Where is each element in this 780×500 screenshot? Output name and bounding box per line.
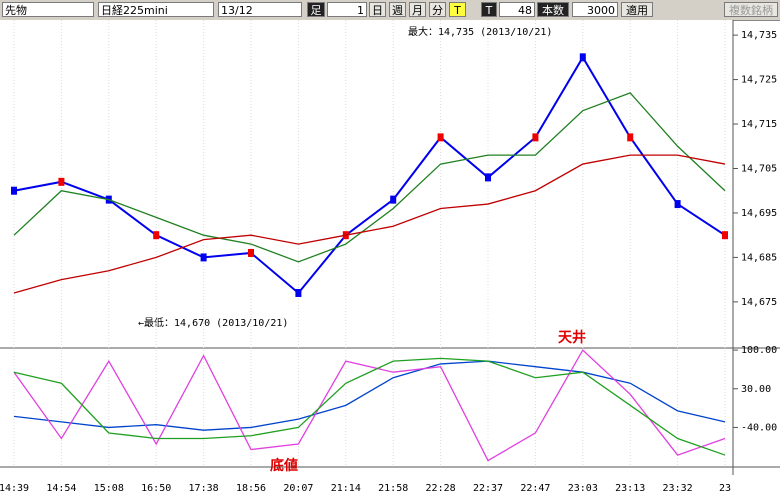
period-button[interactable]: 月 xyxy=(409,2,426,17)
chart: 最大：14,735 (2013/10/21) ←最低：14,670 (2013/… xyxy=(0,20,780,500)
peak-annotation: 天井 xyxy=(558,329,586,346)
x-tick-label: 21:14 xyxy=(331,483,361,494)
period-button[interactable]: 週 xyxy=(389,2,406,17)
period-button[interactable]: 日 xyxy=(369,2,386,17)
count-input[interactable]: 48 xyxy=(499,2,535,17)
span-input[interactable]: 3000 xyxy=(572,2,618,17)
compare-button[interactable]: 複数銘柄 xyxy=(724,2,778,17)
price-mark xyxy=(579,53,586,62)
symbol-select[interactable]: 日経225mini xyxy=(98,2,214,17)
apply-button[interactable]: 適用 xyxy=(621,2,653,17)
x-tick-label: 23:13 xyxy=(615,483,645,494)
x-tick-label: 23:03 xyxy=(568,483,598,494)
price-mark xyxy=(58,177,65,186)
contract-select[interactable]: 13/12 xyxy=(218,2,302,17)
y-tick-label: 14,685 xyxy=(741,252,777,263)
series-line xyxy=(13,55,726,295)
x-tick-label: 16:50 xyxy=(141,483,171,494)
y-tick-label: 30.00 xyxy=(741,384,771,395)
x-tick-label: 21:58 xyxy=(378,483,408,494)
toolbar: 先物 日経225mini 13/12 足 1 日 週 月 分 T T 48 本数… xyxy=(0,0,780,21)
price-mark xyxy=(532,133,539,142)
count-unit: 本数 xyxy=(537,2,569,17)
series-line xyxy=(13,92,726,263)
x-tick-label: 14:39 xyxy=(0,483,29,494)
price-mark xyxy=(11,186,17,195)
price-mark xyxy=(200,253,207,262)
max-annotation: 最大：14,735 (2013/10/21) xyxy=(408,25,552,38)
y-tick-label: 100.00 xyxy=(741,345,777,356)
x-tick-label: 17:38 xyxy=(189,483,219,494)
price-mark xyxy=(485,173,491,182)
x-tick-label: 22:28 xyxy=(426,483,456,494)
x-tick-label: 18:56 xyxy=(236,483,266,494)
price-mark xyxy=(627,133,634,142)
x-tick-label: 20:07 xyxy=(283,483,313,494)
min-annotation: ←最低：14,670 (2013/10/21) xyxy=(138,316,288,329)
price-mark xyxy=(722,231,728,240)
x-tick-label: 22:47 xyxy=(520,483,550,494)
x-tick-label: 15:08 xyxy=(94,483,124,494)
price-mark xyxy=(437,133,444,142)
price-mark xyxy=(248,248,254,257)
ashi-label: 足 xyxy=(307,2,325,17)
kind-select[interactable]: 先物 xyxy=(2,2,94,17)
ashi-value[interactable]: 1 xyxy=(327,2,367,17)
y-tick-label: 14,695 xyxy=(741,208,777,219)
x-tick-label: 23 xyxy=(719,483,731,494)
y-tick-label: 14,705 xyxy=(741,163,777,174)
price-mark xyxy=(390,195,397,204)
y-tick-label: 14,715 xyxy=(741,119,777,130)
series-line xyxy=(13,154,726,294)
x-tick-label: 23:32 xyxy=(663,483,693,494)
y-tick-label: -40.00 xyxy=(741,422,777,433)
series-line xyxy=(13,357,726,456)
x-tick-label: 22:37 xyxy=(473,483,503,494)
period-button[interactable]: 分 xyxy=(429,2,446,17)
period-button[interactable]: T xyxy=(449,2,466,17)
price-mark xyxy=(153,231,160,240)
bottom-annotation: 底値 xyxy=(270,457,298,474)
t-label: T xyxy=(481,2,497,17)
y-tick-label: 14,735 xyxy=(741,30,777,41)
series-line xyxy=(13,360,726,431)
y-tick-label: 14,725 xyxy=(741,75,777,86)
price-mark xyxy=(674,200,681,209)
price-mark xyxy=(295,288,302,297)
series-line xyxy=(13,349,726,462)
y-tick-label: 14,675 xyxy=(741,297,777,308)
x-tick-label: 14:54 xyxy=(46,483,76,494)
